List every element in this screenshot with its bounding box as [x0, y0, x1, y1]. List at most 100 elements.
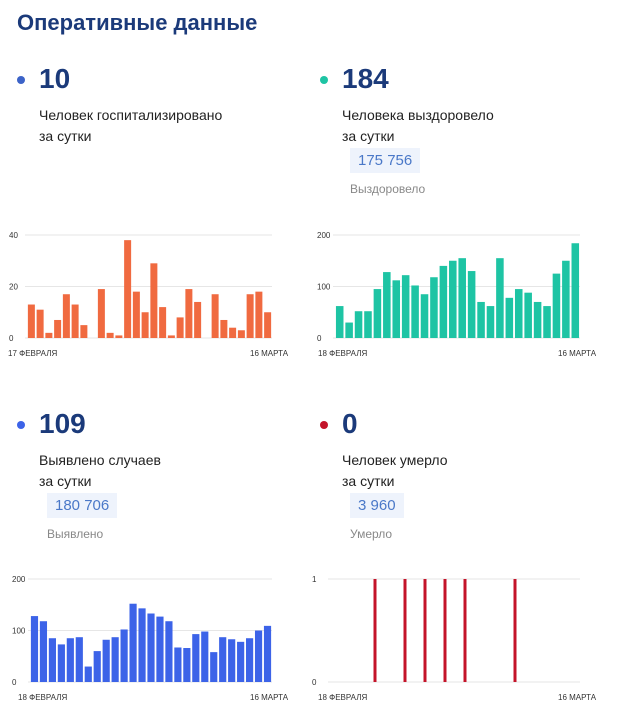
detected-total: 180 706	[47, 493, 118, 518]
bar	[423, 579, 427, 682]
bar	[106, 332, 114, 338]
bar	[486, 306, 495, 338]
detected-caption: Выявлено случаев за сутки	[39, 450, 279, 492]
bar	[254, 630, 263, 682]
y-tick-label: 0	[317, 334, 322, 343]
bar	[201, 631, 209, 682]
bullet-dot	[17, 76, 25, 84]
bar	[392, 280, 401, 338]
bar	[373, 579, 377, 682]
bar	[514, 289, 523, 338]
bar	[159, 307, 167, 338]
bar	[430, 277, 438, 338]
bar	[102, 639, 110, 682]
bar	[255, 291, 263, 338]
hospitalized-value: 10	[39, 63, 71, 94]
bar	[373, 289, 382, 338]
bar	[383, 272, 391, 338]
bar	[71, 304, 79, 338]
bar	[66, 638, 74, 682]
bar	[185, 289, 193, 338]
recovered-caption: Человека выздоровело за сутки	[342, 105, 582, 147]
page-title: Оперативные данные	[17, 10, 258, 35]
bar	[30, 616, 39, 682]
bar	[401, 275, 410, 338]
bar	[552, 273, 561, 338]
y-tick-label: 200	[12, 575, 26, 584]
deaths-value: 0	[342, 408, 358, 439]
bar	[129, 603, 137, 682]
caption-line-2: за сутки	[342, 128, 395, 144]
bar	[194, 301, 202, 338]
recovered-value: 184	[342, 63, 389, 94]
start-date-label: 18 ФЕВРАЛЯ	[18, 693, 67, 702]
bar	[45, 332, 53, 338]
bar	[138, 608, 146, 682]
bar	[84, 666, 92, 682]
bar	[183, 648, 191, 682]
bar	[458, 258, 466, 338]
bar	[115, 335, 123, 338]
bar	[246, 638, 254, 682]
bar	[176, 317, 184, 338]
y-tick-label: 1	[312, 575, 317, 584]
bar	[120, 629, 128, 682]
detected-value: 109	[39, 408, 86, 439]
y-tick-label: 40	[9, 231, 18, 240]
y-tick-label: 100	[12, 627, 26, 636]
bar	[27, 304, 35, 338]
bar	[228, 639, 236, 682]
bar	[477, 301, 485, 338]
y-tick-label: 0	[312, 678, 317, 687]
bar	[237, 330, 245, 338]
bar	[54, 319, 62, 338]
hospitalized-caption: Человек госпитализировано за сутки	[39, 105, 279, 147]
bar	[411, 285, 419, 338]
bar	[219, 637, 227, 682]
bar	[543, 306, 551, 338]
bar	[141, 312, 149, 338]
bar	[174, 647, 182, 682]
recovered-total: 175 756	[350, 148, 421, 173]
start-date-label: 18 ФЕВРАЛЯ	[318, 349, 367, 358]
caption-line-1: Выявлено случаев	[39, 452, 161, 468]
bar	[562, 260, 570, 338]
bar	[36, 309, 44, 338]
bar	[439, 265, 448, 338]
bar	[420, 294, 429, 338]
y-tick-label: 100	[317, 283, 331, 292]
bar	[354, 311, 363, 338]
bar	[237, 641, 245, 682]
bar	[449, 260, 457, 338]
bar	[403, 579, 407, 682]
deaths-total-label: Умерло	[350, 527, 393, 541]
bar	[62, 294, 70, 338]
bar	[124, 240, 132, 338]
bar	[147, 613, 155, 682]
bar	[263, 625, 272, 682]
bar	[496, 258, 504, 338]
bar	[80, 325, 88, 338]
bullet-dot	[320, 421, 328, 429]
end-date-label: 16 МАРТА	[250, 349, 289, 358]
bar	[39, 621, 48, 682]
bar	[75, 637, 83, 682]
caption-line-2: за сутки	[39, 128, 92, 144]
y-tick-label: 200	[317, 231, 331, 240]
bar	[513, 579, 517, 682]
bar	[150, 263, 158, 338]
bar	[132, 291, 140, 338]
bar	[571, 243, 580, 338]
bar	[229, 327, 237, 338]
bar	[264, 312, 272, 338]
bar	[220, 319, 228, 338]
caption-line-1: Человек умерло	[342, 452, 448, 468]
bar	[463, 579, 467, 682]
bar	[93, 651, 101, 682]
bar	[48, 638, 56, 682]
deaths-total: 3 960	[350, 493, 404, 518]
